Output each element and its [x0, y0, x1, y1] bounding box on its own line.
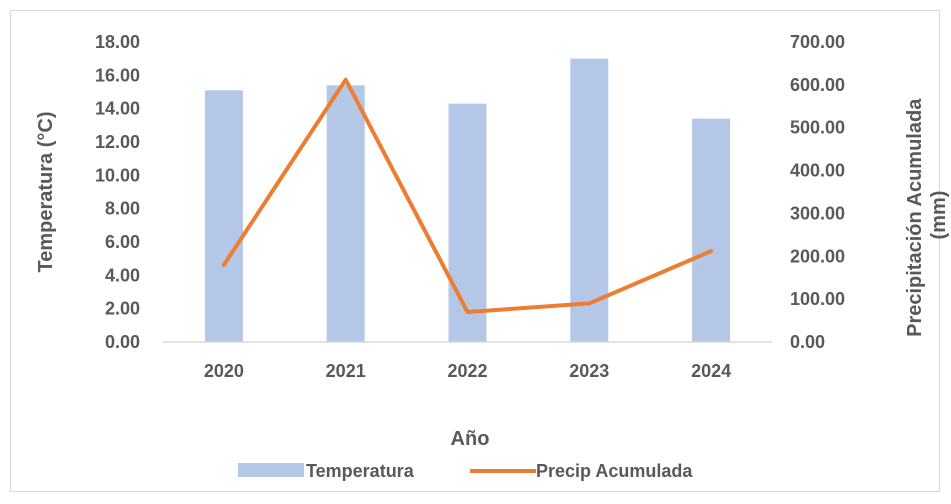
y2-axis-title-line2: (mm)	[928, 191, 950, 240]
x-tick-label: 2023	[569, 361, 609, 381]
y-tick-label: 4.00	[105, 265, 140, 285]
x-tick-label: 2022	[447, 361, 487, 381]
bars-group	[204, 58, 731, 343]
y2-tick-label: 600.00	[790, 75, 845, 95]
x-axis-title: Año	[451, 428, 490, 450]
legend-swatch-temperatura	[238, 463, 304, 477]
legend-label-precip: Precip Acumulada	[536, 461, 693, 481]
x-axis-ticks: 2020 2021 2022 2023 2024	[204, 361, 731, 381]
bar-2020	[204, 90, 243, 342]
line-series-group	[221, 77, 714, 314]
legend: Temperatura Precip Acumulada	[238, 461, 693, 481]
y2-tick-label: 300.00	[790, 203, 845, 223]
right-axis-ticks: 0.00 100.00 200.00 300.00 400.00 500.00 600.00…	[790, 32, 845, 352]
y-tick-label: 0.00	[105, 332, 140, 352]
y-tick-label: 16.00	[95, 65, 140, 85]
y-tick-label: 6.00	[105, 232, 140, 252]
y2-tick-label: 200.00	[790, 246, 845, 266]
bar-2021	[326, 85, 365, 342]
y2-axis-title: Precipitación Acumulada (mm)	[904, 93, 950, 337]
y-tick-label: 12.00	[95, 132, 140, 152]
y2-tick-label: 400.00	[790, 161, 845, 181]
y2-axis-title-line1: Precipitación Acumulada	[904, 98, 926, 337]
x-tick-label: 2020	[204, 361, 244, 381]
left-axis-ticks: 0.00 2.00 4.00 6.00 8.00 10.00 12.00 14.00 16.00…	[95, 32, 140, 352]
x-tick-label: 2021	[326, 361, 366, 381]
y2-tick-label: 100.00	[790, 289, 845, 309]
bar-2023	[570, 58, 609, 343]
y-tick-label: 10.00	[95, 165, 140, 185]
y-tick-label: 2.00	[105, 299, 140, 319]
y2-tick-label: 0.00	[790, 332, 825, 352]
y-tick-label: 14.00	[95, 99, 140, 119]
bar-2024	[692, 118, 731, 343]
y-tick-label: 8.00	[105, 199, 140, 219]
legend-label-temperatura: Temperatura	[306, 461, 415, 481]
y2-tick-label: 500.00	[790, 118, 845, 138]
x-tick-label: 2024	[691, 361, 731, 381]
y-axis-title: Temperatura (°C)	[35, 112, 57, 273]
y-tick-label: 18.00	[95, 32, 140, 52]
bar-2022	[448, 103, 487, 343]
y2-tick-label: 700.00	[790, 32, 845, 52]
